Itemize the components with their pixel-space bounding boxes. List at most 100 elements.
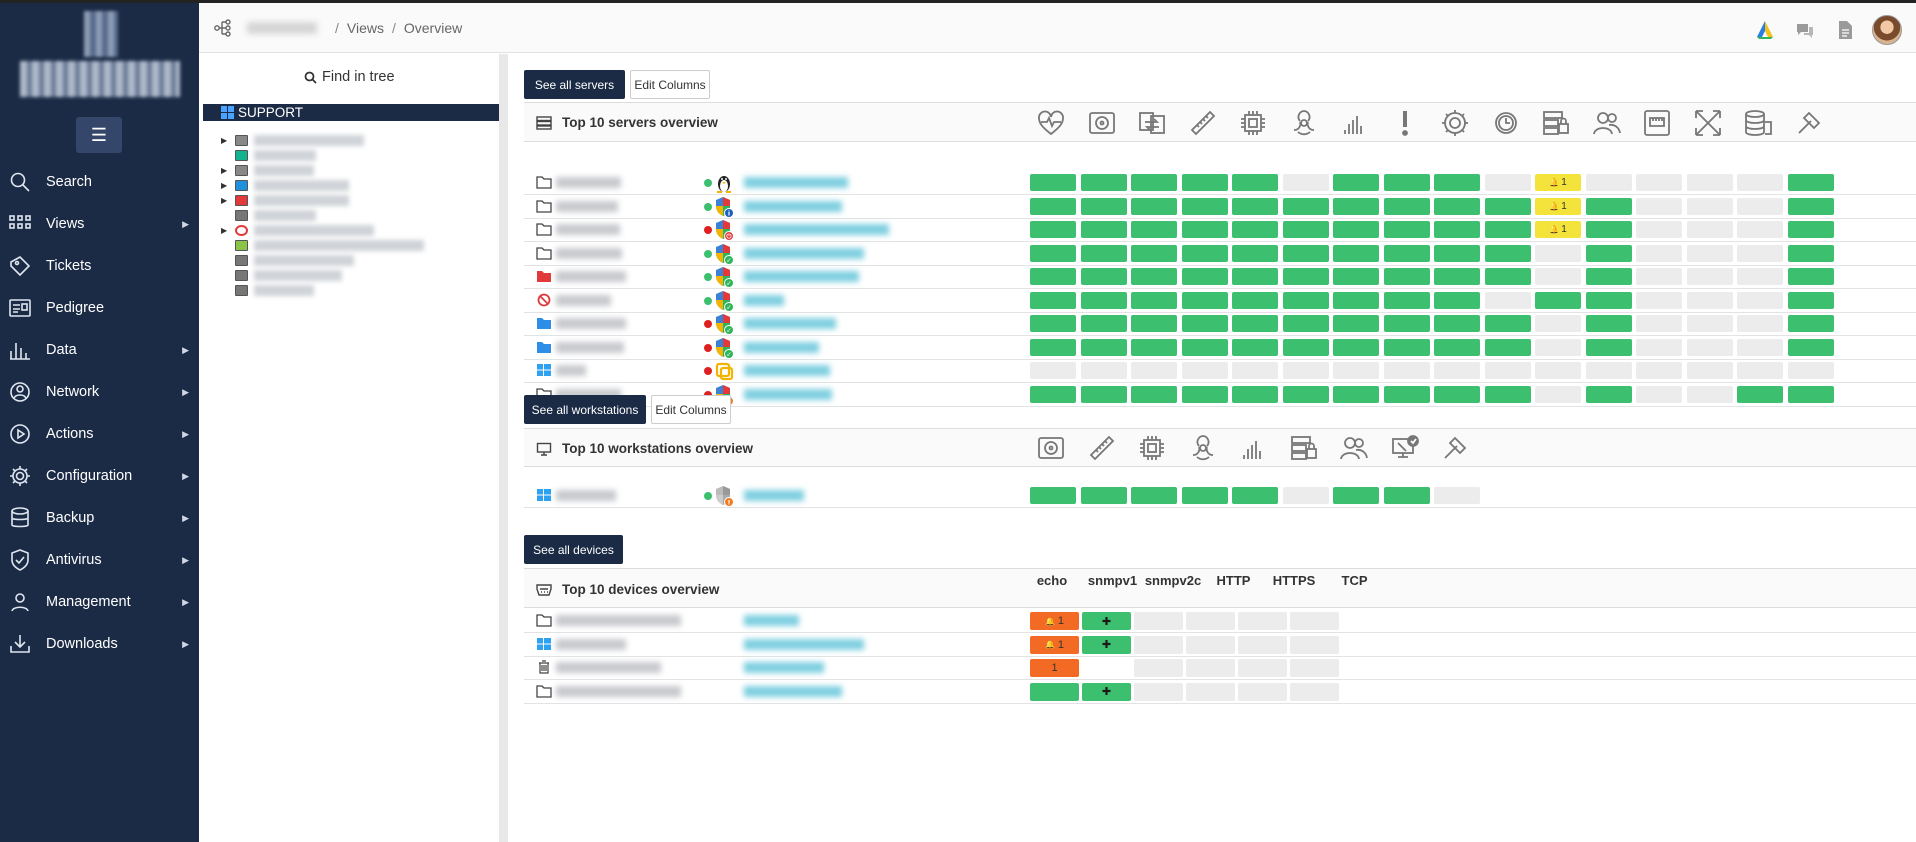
breadcrumb-customer[interactable] bbox=[247, 22, 317, 34]
probe-cell[interactable] bbox=[1290, 682, 1339, 701]
status-cell[interactable] bbox=[1383, 268, 1430, 285]
probe-cell[interactable] bbox=[1186, 659, 1235, 677]
probe-cell[interactable] bbox=[1186, 635, 1235, 654]
status-cell[interactable] bbox=[1686, 197, 1733, 215]
status-cell[interactable] bbox=[1333, 385, 1379, 403]
row-name[interactable] bbox=[556, 271, 626, 282]
sidebar-item-management[interactable]: Management ▶ bbox=[0, 581, 199, 623]
expand-arrow-icon[interactable]: ▶ bbox=[221, 136, 228, 145]
status-cell[interactable] bbox=[1636, 174, 1682, 191]
row-link[interactable] bbox=[744, 200, 842, 212]
status-cell[interactable] bbox=[1737, 385, 1783, 403]
status-cell[interactable] bbox=[1585, 174, 1632, 191]
status-cell[interactable] bbox=[1080, 385, 1127, 403]
tree-item[interactable] bbox=[221, 282, 314, 299]
column-tcp[interactable]: TCP bbox=[1341, 573, 1368, 588]
column-users-icon[interactable] bbox=[1589, 105, 1625, 141]
status-cell[interactable] bbox=[1080, 221, 1127, 238]
status-cell[interactable] bbox=[1333, 315, 1379, 332]
column-clock-gear-icon[interactable] bbox=[1488, 105, 1524, 141]
status-cell[interactable] bbox=[1434, 174, 1480, 191]
status-cell[interactable] bbox=[1181, 197, 1228, 215]
status-cell[interactable] bbox=[1787, 268, 1834, 285]
column-snmpv1[interactable]: snmpv1 bbox=[1087, 573, 1138, 588]
status-cell[interactable] bbox=[1232, 291, 1278, 309]
status-cell[interactable] bbox=[1434, 362, 1480, 379]
status-cell[interactable] bbox=[1333, 268, 1379, 285]
panel-splitter[interactable] bbox=[499, 54, 508, 842]
probe-cell[interactable] bbox=[1030, 682, 1079, 701]
status-cell[interactable] bbox=[1636, 338, 1682, 356]
table-row[interactable]: 🔔 1 ✚ bbox=[524, 633, 1916, 656]
row-name[interactable] bbox=[556, 341, 624, 353]
status-cell[interactable] bbox=[1030, 174, 1076, 191]
row-link[interactable] bbox=[744, 294, 784, 306]
column-snmpv2c[interactable]: snmpv2c bbox=[1144, 573, 1202, 588]
status-cell[interactable] bbox=[1383, 362, 1430, 379]
row-name[interactable] bbox=[556, 294, 611, 306]
status-cell[interactable] bbox=[1080, 244, 1127, 262]
see-all-workstations-button[interactable]: See all workstations bbox=[524, 395, 646, 424]
column-disk-icon[interactable] bbox=[1033, 430, 1069, 466]
status-cell[interactable] bbox=[1333, 291, 1379, 309]
sidebar-item-network[interactable]: Network ▶ bbox=[0, 371, 199, 413]
column-cpu-icon[interactable] bbox=[1235, 105, 1271, 141]
edit-columns-workstations-button[interactable]: Edit Columns bbox=[651, 395, 731, 424]
sidebar-item-tickets[interactable]: Tickets bbox=[0, 245, 199, 287]
status-cell[interactable] bbox=[1737, 315, 1783, 332]
status-cell[interactable] bbox=[1787, 362, 1834, 379]
status-cell[interactable] bbox=[1484, 268, 1531, 285]
column-biohazard-icon[interactable] bbox=[1286, 105, 1322, 141]
row-name[interactable] bbox=[556, 638, 626, 650]
status-cell[interactable] bbox=[1282, 244, 1329, 262]
sidebar-item-data[interactable]: Data ▶ bbox=[0, 329, 199, 371]
status-cell[interactable] bbox=[1636, 268, 1682, 285]
column-sync-icon[interactable] bbox=[1134, 105, 1170, 141]
status-cell[interactable] bbox=[1484, 362, 1531, 379]
sidebar-item-backup[interactable]: Backup ▶ bbox=[0, 497, 199, 539]
status-cell[interactable] bbox=[1737, 197, 1783, 215]
user-avatar[interactable] bbox=[1872, 15, 1902, 45]
status-cell[interactable] bbox=[1383, 174, 1430, 191]
status-cell[interactable] bbox=[1686, 385, 1733, 403]
status-cell[interactable] bbox=[1131, 221, 1177, 238]
status-cell[interactable] bbox=[1282, 385, 1329, 403]
row-name[interactable] bbox=[556, 177, 621, 188]
status-cell[interactable] bbox=[1232, 197, 1278, 215]
tree-root-support[interactable]: SUPPORT bbox=[203, 104, 499, 121]
row-name[interactable] bbox=[556, 615, 681, 626]
status-cell[interactable] bbox=[1030, 244, 1076, 262]
row-link[interactable] bbox=[744, 638, 864, 650]
status-cell[interactable] bbox=[1535, 315, 1581, 332]
status-cell[interactable] bbox=[1585, 338, 1632, 356]
status-cell[interactable] bbox=[1333, 174, 1379, 191]
probe-cell[interactable] bbox=[1238, 635, 1287, 654]
column-cpu-icon[interactable] bbox=[1134, 430, 1170, 466]
expand-arrow-icon[interactable]: ▶ bbox=[221, 166, 228, 175]
status-cell[interactable] bbox=[1232, 362, 1278, 379]
sidebar-item-views[interactable]: Views ▶ bbox=[0, 203, 199, 245]
probe-cell[interactable] bbox=[1134, 682, 1183, 701]
row-name[interactable] bbox=[556, 388, 621, 400]
status-cell[interactable] bbox=[1434, 487, 1480, 504]
status-cell[interactable] bbox=[1282, 315, 1329, 332]
status-cell[interactable] bbox=[1030, 197, 1076, 215]
column-heart-icon[interactable] bbox=[1033, 105, 1069, 141]
probe-cell[interactable]: ✚ bbox=[1082, 682, 1131, 701]
status-cell[interactable] bbox=[1383, 221, 1430, 238]
status-cell[interactable] bbox=[1232, 385, 1278, 403]
status-cell[interactable] bbox=[1080, 338, 1127, 356]
table-row[interactable]: ✓ bbox=[524, 312, 1916, 335]
column-gear-icon[interactable] bbox=[1437, 105, 1473, 141]
expand-arrow-icon[interactable]: ▶ bbox=[221, 196, 228, 205]
ai-assistant-icon[interactable] bbox=[1752, 17, 1778, 43]
status-cell[interactable] bbox=[1737, 244, 1783, 262]
probe-cell[interactable]: ✚ bbox=[1082, 635, 1131, 654]
status-cell[interactable] bbox=[1131, 174, 1177, 191]
status-cell[interactable] bbox=[1686, 338, 1733, 356]
status-cell[interactable] bbox=[1787, 385, 1834, 403]
status-cell[interactable] bbox=[1585, 362, 1632, 379]
status-cell[interactable] bbox=[1080, 362, 1127, 379]
column-signal-bars-icon[interactable] bbox=[1336, 105, 1372, 141]
column-users-icon[interactable] bbox=[1336, 430, 1372, 466]
